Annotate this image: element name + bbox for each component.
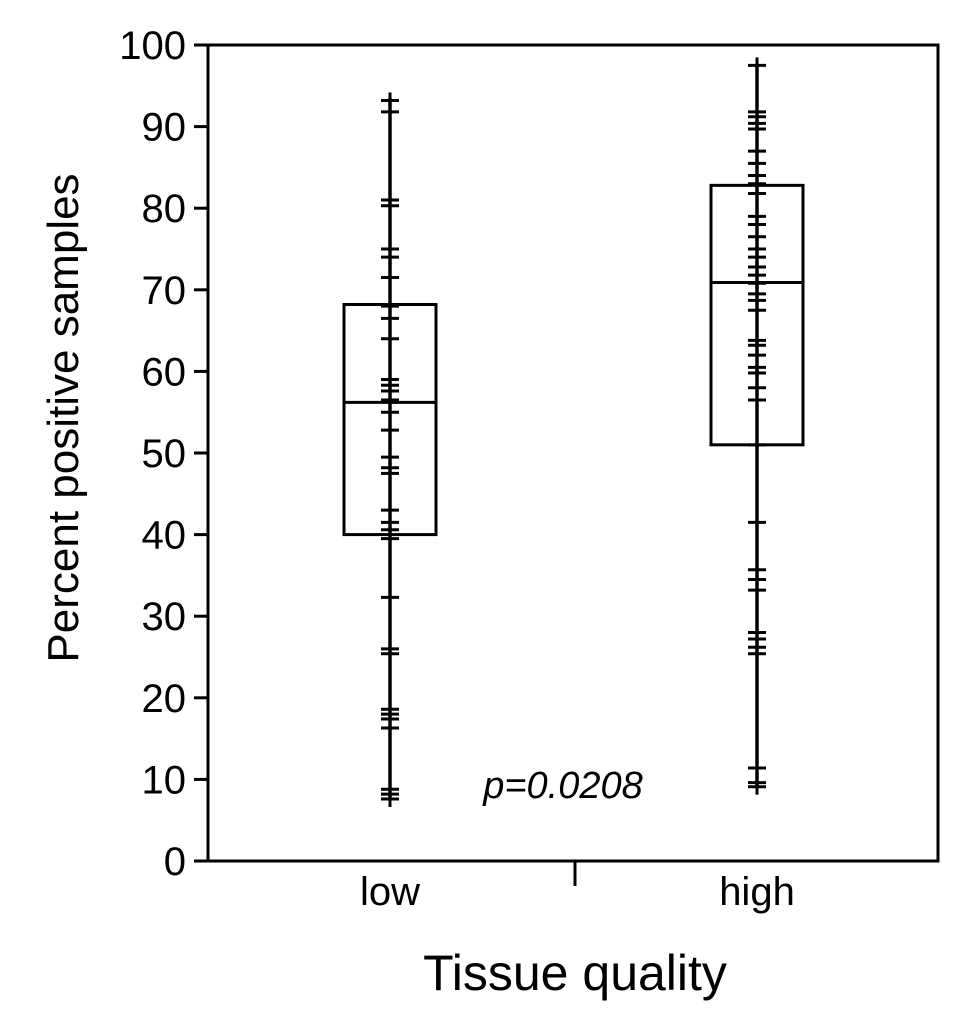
- data-point: [748, 582, 766, 599]
- y-axis: 0 10 20 30 40 50 60 70 80 90 100: [119, 24, 208, 884]
- data-point: [748, 645, 766, 662]
- data-point: [381, 465, 399, 482]
- data-point: [381, 719, 399, 736]
- x-tick-label: high: [719, 870, 795, 914]
- x-axis: low high: [360, 861, 795, 914]
- y-axis-title: Percent positive samples: [39, 173, 88, 662]
- p-value-annotation: p=0.0208: [482, 765, 643, 807]
- y-tick-label: 50: [142, 432, 187, 476]
- data-point: [381, 790, 399, 807]
- y-tick-label: 70: [142, 269, 187, 313]
- data-point: [381, 310, 399, 327]
- data-point: [748, 436, 766, 453]
- y-tick-label: 20: [142, 677, 187, 721]
- data-point: [748, 514, 766, 531]
- y-tick-label: 10: [142, 758, 187, 802]
- data-point: [381, 422, 399, 439]
- data-point: [381, 589, 399, 606]
- y-tick-label: 40: [142, 514, 187, 558]
- data-point: [748, 759, 766, 776]
- data-point: [748, 391, 766, 408]
- data-point: [381, 249, 399, 266]
- y-tick-label: 90: [142, 106, 187, 150]
- y-tick-label: 100: [119, 24, 186, 68]
- box-group-high: [709, 57, 805, 795]
- data-point: [748, 121, 766, 138]
- plot-border: [206, 43, 940, 863]
- y-tick-label: 60: [142, 350, 187, 394]
- data-point: [748, 185, 766, 202]
- data-point: [381, 645, 399, 662]
- y-tick-label: 30: [142, 595, 187, 639]
- data-point: [748, 365, 766, 382]
- data-point: [381, 330, 399, 347]
- data-point: [381, 404, 399, 421]
- data-point: [748, 778, 766, 795]
- box-series: [342, 57, 805, 807]
- x-axis-title: Tissue quality: [423, 945, 727, 1001]
- box-group-low: [342, 92, 438, 807]
- data-point: [748, 302, 766, 319]
- plot-frame: [206, 43, 940, 863]
- data-point: [748, 57, 766, 74]
- data-point: [381, 103, 399, 120]
- y-tick-label: 0: [164, 840, 186, 884]
- y-tick-label: 80: [142, 187, 187, 231]
- data-point: [381, 197, 399, 214]
- data-point: [381, 269, 399, 286]
- x-tick-label: low: [360, 870, 420, 914]
- data-point: [381, 530, 399, 547]
